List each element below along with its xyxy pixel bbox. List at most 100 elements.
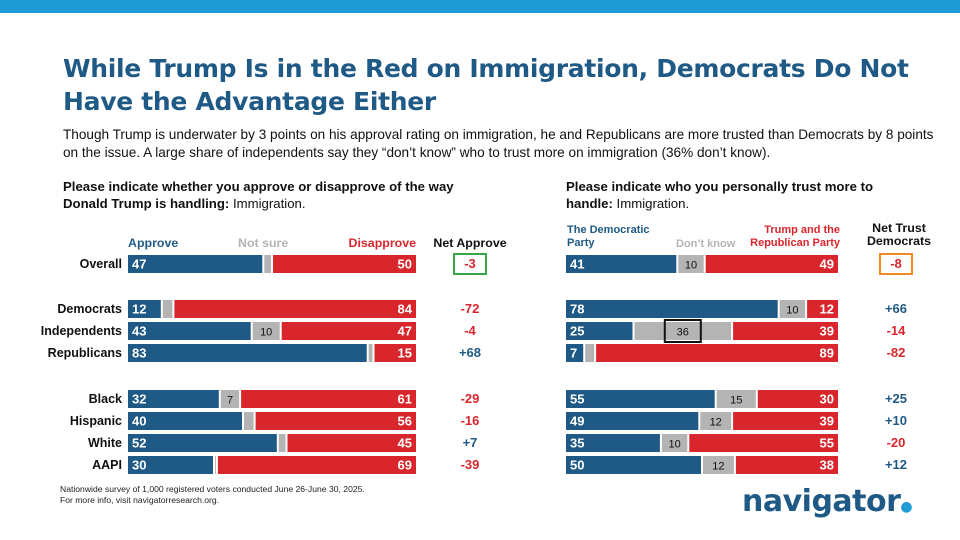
bar-approval-disapprove-democrats [174,300,416,318]
net-approve-overall: -3 [453,253,487,275]
bar-label-approval-approve-independents: 43 [132,324,146,339]
left-header-approve: Approve [128,236,179,250]
logo-dot-icon: ● [900,499,913,515]
net-approve-hispanic: -16 [460,413,480,428]
right-question-lead: Please indicate who you personally trust… [566,179,874,211]
bar-trust-trump-and-the-republican-party-independents [733,322,838,340]
top-accent-bar [0,0,960,13]
bar-trust-don-t-know-hispanic [700,412,732,430]
bar-trust-trump-and-the-republican-party-republicans [596,344,838,362]
bar-trust-trump-and-the-republican-party-white [689,434,838,452]
right-header-net-trust: Net Trust Democrats [866,221,932,248]
bar-trust-trump-and-the-republican-party-black [757,390,838,408]
bar-label-trust-don-t-know-aapi: 12 [712,461,724,473]
right-chart-question: Please indicate who you personally trust… [566,178,906,212]
bar-label-approval-approve-overall: 47 [132,257,146,272]
row-label-republicans: Republicans [47,346,122,360]
bar-label-trust-the-democratic-party-overall: 41 [570,257,584,272]
bar-trust-trump-and-the-republican-party-democrats [807,300,838,318]
bar-label-trust-the-democratic-party-independents: 25 [570,324,584,339]
row-label-overall: Overall [79,257,122,271]
left-header-net-approve: Net Approve [433,236,507,250]
bar-approval-disapprove-white [287,434,416,452]
net-trust-democrats: +66 [884,301,908,316]
bar-label-trust-don-t-know-overall: 10 [685,260,697,272]
bar-approval-disapprove-aapi [217,456,416,474]
net-approve-black: -29 [460,391,480,406]
bar-approval-approve-republicans [128,344,367,362]
bar-trust-the-democratic-party-hispanic [566,412,699,430]
bar-label-approval-approve-white: 52 [132,436,146,451]
bar-label-approval-disapprove-aapi: 69 [398,458,412,473]
bar-trust-the-democratic-party-aapi [566,456,701,474]
bar-trust-the-democratic-party-black [566,390,715,408]
bar-approval-not-sure-black [220,390,240,408]
bar-label-trust-don-t-know-white: 10 [668,439,680,451]
bar-label-approval-not-sure-black: 7 [227,395,233,407]
footnote: Nationwide survey of 1,000 registered vo… [60,484,365,506]
footnote-line-2: For more info, visit navigatorresearch.o… [60,495,220,505]
net-trust-white: -20 [886,435,906,450]
bar-label-approval-approve-republicans: 83 [132,346,146,361]
row-label-hispanic: Hispanic [69,414,122,428]
left-header-not-sure: Not sure [238,236,289,250]
bar-label-trust-trump-and-the-republican-party-overall: 49 [820,257,834,272]
left-chart-question: Please indicate whether you approve or d… [63,178,483,212]
bar-label-approval-disapprove-independents: 47 [398,324,412,339]
bar-trust-the-democratic-party-republicans [566,344,584,362]
bar-approval-not-sure-overall [264,255,271,273]
row-label-aapi: AAPI [92,458,122,472]
bar-approval-approve-white [128,434,277,452]
bar-label-trust-don-t-know-hispanic: 12 [710,417,722,429]
net-trust-black: +25 [884,391,908,406]
bar-label-approval-disapprove-white: 45 [398,436,412,451]
bar-approval-approve-independents [128,322,251,340]
bar-label-trust-trump-and-the-republican-party-black: 30 [820,392,834,407]
net-trust-independents: -14 [886,323,906,338]
bar-label-approval-approve-aapi: 30 [132,458,146,473]
net-approve-republicans: +68 [458,345,482,360]
row-label-independents: Independents [40,324,122,338]
bar-approval-approve-aapi [128,456,213,474]
right-header-democratic-party: The Democratic Party [567,224,650,249]
bar-trust-don-t-know-overall [678,255,704,273]
bar-label-approval-disapprove-overall: 50 [398,257,412,272]
bar-label-trust-don-t-know-democrats: 10 [786,305,798,317]
bar-trust-don-t-know-white [661,434,688,452]
bar-label-approval-disapprove-republicans: 15 [398,346,412,361]
bar-approval-disapprove-overall [273,255,416,273]
bar-approval-approve-overall [128,255,263,273]
bar-approval-approve-democrats [128,300,161,318]
net-trust-republicans: -82 [886,345,906,360]
bar-label-trust-trump-and-the-republican-party-white: 55 [820,436,834,451]
bar-label-approval-disapprove-democrats: 84 [398,302,413,317]
bar-trust-don-t-know-aapi [703,456,734,474]
row-label-democrats: Democrats [57,302,122,316]
bar-label-trust-the-democratic-party-white: 35 [570,436,584,451]
bar-approval-not-sure-republicans [368,344,373,362]
bar-trust-trump-and-the-republican-party-hispanic [733,412,838,430]
bar-trust-the-democratic-party-independents [566,322,633,340]
bar-trust-the-democratic-party-democrats [566,300,778,318]
bar-label-trust-trump-and-the-republican-party-aapi: 38 [820,458,834,473]
bar-label-trust-trump-and-the-republican-party-independents: 39 [820,324,834,339]
net-trust-overall: -8 [879,253,913,275]
bar-label-approval-approve-hispanic: 40 [132,414,146,429]
bar-trust-don-t-know-independents [634,322,732,340]
bar-label-approval-not-sure-independents: 10 [260,327,272,339]
bar-label-trust-the-democratic-party-hispanic: 49 [570,414,584,429]
right-header-trump-republican: Trump and the Republican Party [750,224,840,249]
bar-approval-not-sure-democrats [162,300,173,318]
net-trust-aapi: +12 [884,457,908,472]
bar-approval-not-sure-white [278,434,286,452]
bar-label-trust-trump-and-the-republican-party-hispanic: 39 [820,414,834,429]
bar-approval-disapprove-black [241,390,416,408]
bar-approval-approve-hispanic [128,412,242,430]
right-question-topic: Immigration. [612,196,690,211]
left-header-disapprove: Disapprove [348,236,416,250]
left-question-lead: Please indicate whether you approve or d… [63,179,454,211]
bar-label-approval-approve-black: 32 [132,392,146,407]
right-header-dont-know: Don’t know [676,238,736,250]
bar-label-trust-the-democratic-party-black: 55 [570,392,584,407]
